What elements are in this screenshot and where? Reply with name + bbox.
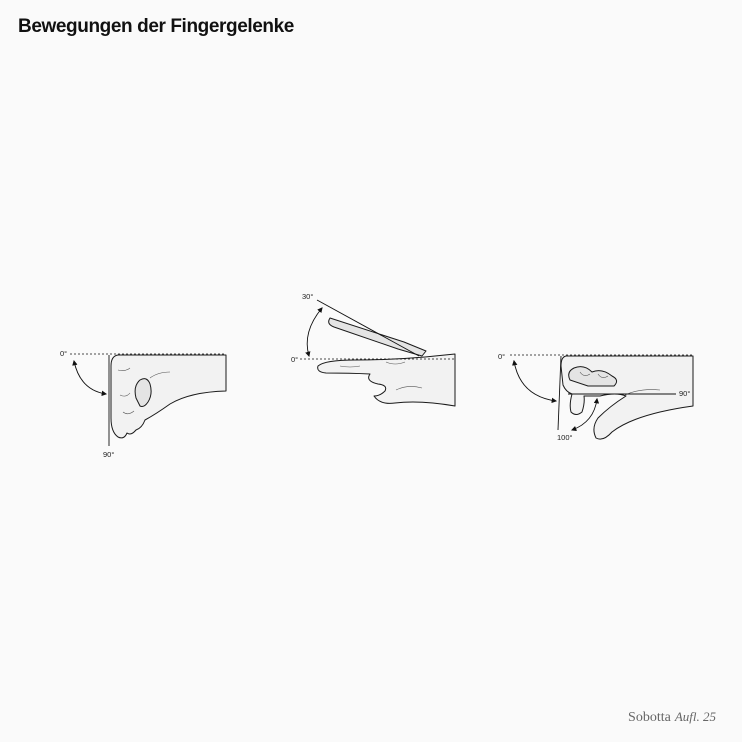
reference-line-100 xyxy=(557,355,562,431)
brand-name: Sobotta xyxy=(628,710,671,725)
motion-arc-1 xyxy=(72,359,108,397)
label-100-degrees: 100° xyxy=(557,433,573,442)
hand-1-thumb xyxy=(134,378,152,407)
label-0-degrees-2: 0° xyxy=(291,355,298,364)
brand-credit: Sobotta Aufl. 25 xyxy=(628,709,716,726)
label-90-degrees-1: 90° xyxy=(103,450,114,459)
motion-arc-3 xyxy=(512,359,558,404)
hand-3-curled-fingers xyxy=(568,366,618,387)
label-90-degrees-3: 90° xyxy=(679,389,690,398)
brand-edition: Aufl. 25 xyxy=(674,709,716,724)
page-title: Bewegungen der Fingergelenke xyxy=(18,16,294,37)
hand-2-upper-fingers xyxy=(328,317,427,357)
hand-1-illustration xyxy=(110,354,227,439)
figure-flexion-90: 0° 90° xyxy=(60,349,227,459)
motion-arc-2 xyxy=(305,307,323,358)
label-0-degrees-1: 0° xyxy=(60,349,67,358)
figure-hyperextension-30: 30° 0° xyxy=(291,292,456,407)
hand-2-illustration xyxy=(317,353,456,407)
reference-line-30 xyxy=(316,299,420,357)
label-30-degrees: 30° xyxy=(302,292,313,301)
label-0-degrees-3: 0° xyxy=(498,352,505,361)
motion-arc-4 xyxy=(570,397,600,432)
figure-flexion-90-100: 0° 90° 100° xyxy=(498,352,694,442)
